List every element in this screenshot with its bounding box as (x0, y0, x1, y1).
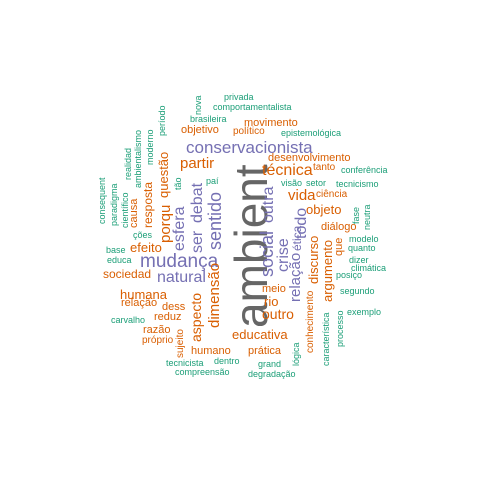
word-humano: humano (191, 345, 231, 357)
word-tanto: tanto (313, 162, 336, 173)
word-dimensao: dimensão (206, 262, 223, 328)
word-questao: questão (156, 151, 171, 198)
word-modelo: modelo (349, 234, 379, 244)
word-climatica: climática (351, 263, 387, 273)
word-dess: dess (162, 301, 186, 313)
word-desenvolvimento: desenvolvimento (268, 152, 351, 164)
word-fase: fase (351, 206, 361, 224)
word-politico: político (233, 126, 265, 137)
word-realidad: realidad (123, 147, 133, 180)
word-discurso: discurso (306, 235, 321, 284)
word-segundo: segundo (340, 286, 375, 296)
word-visao: visão (281, 178, 303, 188)
word-relacao2: relação (121, 297, 158, 309)
word-setor: setor (306, 178, 327, 188)
word-resposta: resposta (141, 181, 155, 228)
word-grand: grand (258, 359, 282, 369)
word-periodo: período (157, 105, 167, 136)
word-reduz: reduz (154, 311, 182, 323)
word-vida: vida (288, 187, 316, 204)
word-natural: natural (157, 269, 206, 286)
word-aspecto: aspecto (188, 292, 204, 342)
word-tecnica: técnica (262, 162, 313, 179)
word-cientifico: científico (120, 192, 130, 228)
word-proprio: próprio (142, 335, 174, 346)
word-carvalho: carvalho (111, 315, 146, 325)
word-outro: outro (262, 306, 294, 322)
word-relacao: relação (287, 252, 304, 302)
word-dizer: dizer (349, 255, 369, 265)
word-conservacionista: conservacionista (186, 138, 313, 157)
word-tao: tão (173, 177, 183, 190)
word-outra: outra (260, 186, 277, 223)
word-brasileira: brasileira (190, 114, 227, 124)
word-moderno: moderno (145, 129, 155, 165)
word-razao: razão (143, 324, 171, 336)
word-social: social (257, 230, 277, 277)
word-conferencia: conferência (341, 165, 388, 175)
word-sentido: sentido (205, 191, 225, 250)
word-humana: humana (120, 287, 167, 302)
word-consequent: consequent (97, 177, 107, 224)
word-tecnicismo: tecnicismo (336, 179, 379, 189)
word-pratica: prática (248, 345, 282, 357)
word-tecnicista: tecnicista (166, 358, 204, 368)
word-educa: educa (107, 255, 132, 265)
word-movimento: movimento (244, 117, 298, 129)
word-ciencia: ciência (316, 189, 348, 200)
word-ambientalismo: ambientalismo (133, 129, 143, 188)
word-paradigma: paradigma (109, 183, 119, 226)
word-privada: privada (224, 92, 254, 102)
word-degradacao: degradação (248, 369, 296, 379)
word-que: que (333, 237, 345, 256)
word-logica: lógica (291, 342, 301, 366)
word-sociedad: sociedad (103, 267, 152, 281)
word-neutra: neutra (362, 204, 372, 230)
word-processo: processo (335, 310, 345, 347)
word-epistemologica: epistemológica (281, 128, 342, 138)
word-comportamentalista: comportamentalista (213, 102, 292, 112)
word-pai: paí (206, 176, 219, 186)
word-objetivo: objetivo (181, 124, 219, 136)
word-debat: debat (189, 182, 206, 223)
word-partir: partir (180, 155, 215, 172)
word-caracteristica: característica (321, 312, 331, 366)
word-nova: nova (193, 95, 203, 115)
word-base: base (106, 245, 126, 255)
word-efeito: efeito (130, 240, 162, 255)
word-dialogo: diálogo (321, 221, 357, 233)
word-objeto: objeto (306, 202, 342, 217)
word-compreensao: compreensão (175, 367, 230, 377)
word-causa: causa (128, 198, 140, 228)
word-porque: porqu (157, 204, 174, 243)
word-mudanca: mudança (140, 251, 219, 272)
word-conhecimento: conhecimento (305, 290, 316, 353)
word-coes: ções (133, 230, 153, 240)
word-posico: posiço (336, 270, 363, 280)
word-dentro: dentro (214, 356, 240, 366)
word-sujeito: sujeito (175, 329, 186, 358)
word-exemplo: exemplo (347, 307, 382, 317)
word-ser: ser (189, 230, 206, 253)
word-meio: meio (262, 283, 286, 295)
word-quanto: quanto (348, 243, 376, 253)
word-rio: rio (264, 294, 279, 309)
word-esfera: esfera (171, 206, 188, 251)
word-educativa: educativa (232, 327, 288, 342)
